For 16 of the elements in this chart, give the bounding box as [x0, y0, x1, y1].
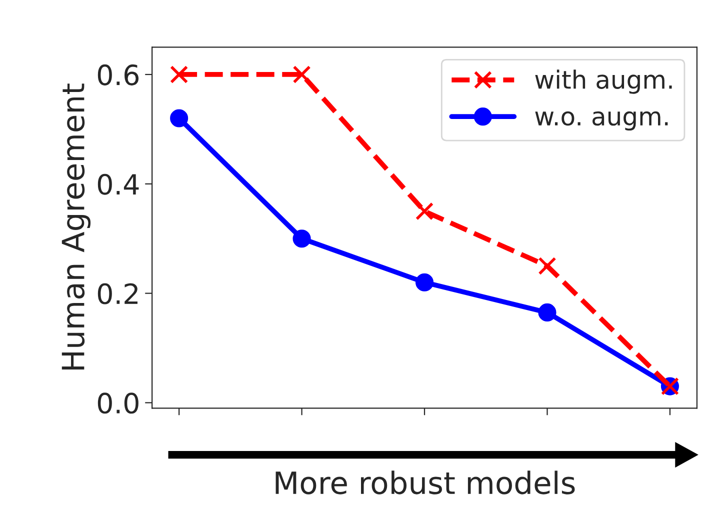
point — [292, 65, 311, 84]
legend-label: with augm. — [535, 70, 672, 94]
y-tick-label: 0.6 — [98, 64, 139, 86]
y-tick-label: 0.2 — [98, 283, 138, 304]
point — [170, 109, 188, 128]
x-axis-title: More robust models — [276, 470, 575, 494]
legend-label: w.o. augm. — [535, 111, 668, 131]
point — [415, 273, 434, 292]
y-tick-label: 0.4 — [98, 174, 139, 195]
point — [292, 230, 311, 248]
y-axis-title: Human Agreement — [62, 84, 91, 370]
point — [538, 256, 556, 275]
point — [538, 303, 556, 322]
y-tick-label: 0.0 — [98, 392, 138, 414]
point — [415, 202, 434, 220]
point — [170, 65, 188, 84]
